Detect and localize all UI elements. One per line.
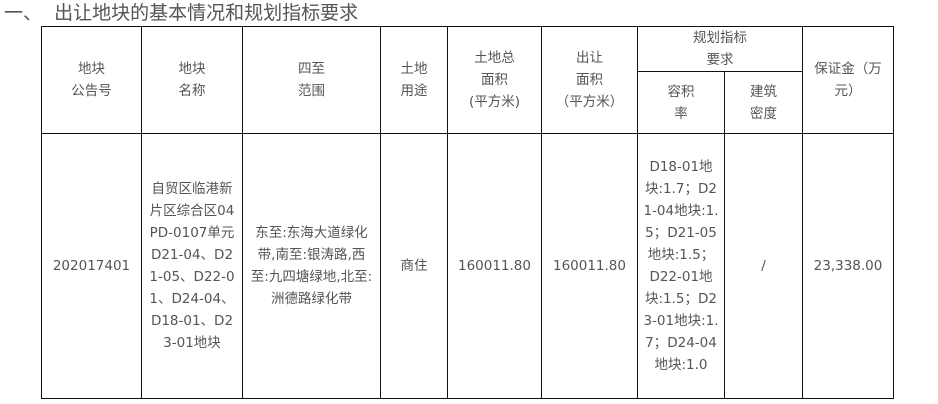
cell-sale-area: 160011.80 (541, 133, 638, 399)
header-bounds: 四至 范围 (242, 26, 381, 134)
header-notice-no: 地块 公告号 (41, 26, 142, 134)
header-total-area: 土地总 面积 (平方米) (447, 26, 542, 134)
table-row: 202017401 自贸区临港新片区综合区04PD-0107单元D21-04、D… (41, 133, 894, 399)
header-density: 建筑 密度 (724, 71, 803, 134)
cell-density: / (724, 133, 803, 399)
cell-bounds: 东至:东海大道绿化带,南至:银涛路,西至:九四塘绿地,北至:洲德路绿化带 (242, 133, 381, 399)
cell-use: 商住 (380, 133, 448, 399)
cell-total-area: 160011.80 (447, 133, 542, 399)
cell-notice-no: 202017401 (41, 133, 142, 399)
cell-far: D18-01地块:1.7；D21-04地块:1.5；D21-05地块:1.5；D… (637, 133, 725, 399)
header-use: 土地 用途 (380, 26, 448, 134)
header-far: 容积 率 (637, 71, 725, 134)
header-planning: 规划指标 要求 (637, 26, 803, 72)
header-deposit: 保证金（万 元） (802, 26, 894, 134)
cell-deposit: 23,338.00 (802, 133, 894, 399)
cell-name: 自贸区临港新片区综合区04PD-0107单元D21-04、D21-05、D22-… (141, 133, 243, 399)
header-sale-area: 出让 面积 （平方米） (541, 26, 638, 134)
land-parcel-table: 地块 公告号 地块 名称 四至 范围 土地 用途 土地总 面积 (平方米) 出让… (41, 26, 894, 399)
section-title: 一、 出让地块的基本情况和规划指标要求 (4, 2, 359, 24)
header-name: 地块 名称 (141, 26, 243, 134)
